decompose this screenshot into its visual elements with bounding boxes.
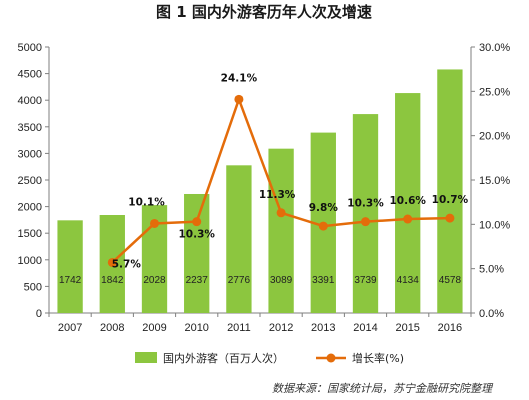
- rate-point: [276, 208, 286, 218]
- bar-value-label: 2237: [186, 275, 209, 286]
- bar: [268, 148, 294, 313]
- x-tick-label: 2016: [438, 322, 462, 334]
- x-tick-label: 2012: [269, 322, 293, 334]
- bar-value-label: 1842: [101, 275, 124, 286]
- rate-value-label: 11.3%: [259, 189, 296, 201]
- x-tick-label: 2015: [395, 322, 419, 334]
- rate-point: [445, 213, 455, 223]
- x-tick-label: 2013: [311, 322, 335, 334]
- left-tick-label: 3500: [18, 122, 42, 134]
- rate-point: [403, 214, 413, 224]
- bar-value-label: 4134: [397, 275, 420, 286]
- rate-value-label: 10.1%: [128, 196, 165, 208]
- rate-point: [107, 257, 117, 267]
- legend-line-label: 增长率(%): [352, 351, 404, 365]
- rate-point: [361, 217, 370, 227]
- x-tick-label: 2010: [184, 322, 208, 334]
- x-tick-label: 2007: [58, 322, 82, 334]
- rate-value-label: 5.7%: [112, 258, 142, 270]
- chart-legend: 国内外游客（百万人次） 增长率(%): [135, 351, 404, 365]
- rate-value-label: 10.7%: [432, 194, 469, 206]
- right-tick-label: 30.0%: [479, 42, 510, 54]
- rate-point: [192, 217, 202, 227]
- chart-title: 图 1 国内外游客历年人次及增速: [156, 3, 372, 21]
- left-tick-label: 4000: [18, 95, 42, 107]
- x-tick-label: 2009: [142, 322, 166, 334]
- left-tick-label: 4500: [18, 69, 42, 81]
- bar-series: 1742 1842 2028 2237 2776 3089 3391 3739 4134 4578: [57, 69, 463, 313]
- rate-point: [318, 221, 328, 231]
- bar-value-label: 3739: [354, 275, 377, 286]
- bar-value-label: 2028: [143, 275, 166, 286]
- x-tick-label: 2008: [100, 322, 124, 334]
- bar-value-label: 4578: [439, 275, 462, 286]
- bar: [395, 93, 421, 313]
- bar-value-label: 2776: [228, 275, 251, 286]
- rate-value-label: 9.8%: [309, 202, 339, 214]
- rate-value-label: 10.3%: [347, 198, 384, 210]
- right-tick-label: 5.0%: [479, 264, 504, 276]
- right-tick-label: 10.0%: [479, 219, 510, 231]
- bar-value-label: 3391: [312, 275, 335, 286]
- right-tick-label: 20.0%: [479, 131, 510, 143]
- legend-bar-swatch: [135, 352, 157, 363]
- left-tick-label: 1500: [18, 228, 42, 240]
- rate-point: [234, 94, 244, 104]
- left-tick-label: 0: [36, 308, 42, 320]
- bar: [352, 114, 379, 313]
- rate-value-label: 10.3%: [178, 229, 215, 241]
- left-tick-label: 3000: [18, 148, 42, 160]
- rate-line-series: 5.7% 10.1% 10.3% 24.1% 11.3% 9.8% 10.3% 10.6% 10…: [107, 72, 469, 270]
- bar: [57, 220, 83, 313]
- bar: [226, 165, 252, 313]
- rate-value-label: 10.6%: [389, 195, 426, 207]
- x-tick-label: 2011: [227, 322, 251, 334]
- rate-point: [150, 218, 159, 228]
- left-tick-label: 5000: [18, 42, 42, 54]
- chart-axes: 0 500 1000 1500 2000 2500 3000 3500 4000 4500 5000…: [18, 42, 511, 334]
- bar-value-label: 1742: [59, 275, 82, 286]
- source-note: 数据来源：国家统计局，苏宁金融研究院整理: [272, 382, 494, 395]
- right-tick-label: 0.0%: [479, 308, 504, 320]
- left-tick-label: 500: [24, 281, 42, 293]
- right-tick-label: 25.0%: [479, 86, 510, 98]
- right-tick-label: 15.0%: [479, 175, 510, 187]
- bar: [184, 193, 210, 313]
- left-tick-label: 2500: [18, 175, 42, 187]
- legend-bar-label: 国内外游客（百万人次）: [163, 351, 284, 365]
- legend-line-marker: [326, 353, 336, 363]
- left-tick-label: 2000: [18, 202, 42, 214]
- bar: [437, 69, 463, 313]
- bar-value-label: 3089: [270, 275, 293, 286]
- left-tick-label: 1000: [18, 255, 42, 267]
- rate-value-label: 24.1%: [221, 72, 258, 84]
- x-tick-label: 2014: [353, 322, 377, 334]
